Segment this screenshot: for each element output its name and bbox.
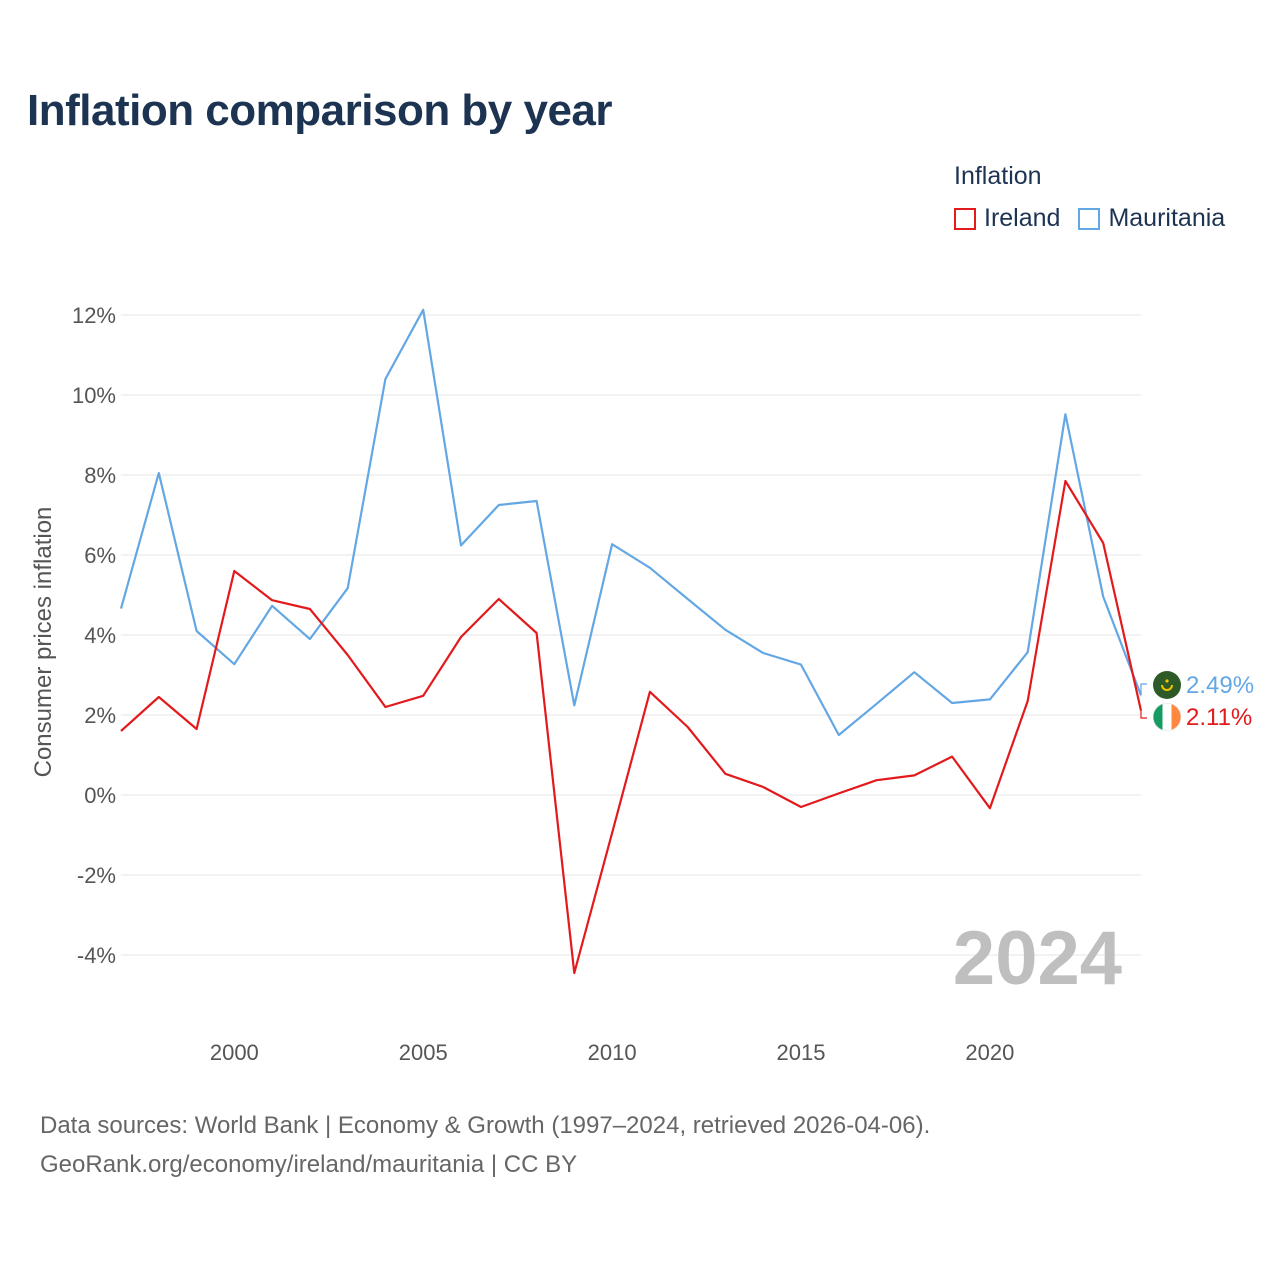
legend-swatch-mauritania [1078,207,1101,230]
series-line-mauritania [119,308,1143,737]
legend: Ireland Mauritania [954,204,1225,233]
y-axis-ticks: -4% -2% 0% 2% 4% 6% 8% 10% 12% [72,303,116,968]
legend-label-ireland: Ireland [984,204,1061,232]
legend-label-mauritania: Mauritania [1108,204,1226,232]
y-axis-label: Consumer prices inflation [30,507,57,778]
chart-title: Inflation comparison by year [27,86,613,135]
source-line-2: GeoRank.org/economy/ireland/mauritania |… [40,1151,578,1178]
mauritania-flag-icon [1153,671,1181,699]
x-tick-label: 2020 [965,1040,1014,1065]
y-tick-label: 6% [84,543,116,568]
x-axis-ticks: 2000 2005 2010 2015 2020 [210,1040,1015,1065]
series-lines [119,308,1143,975]
legend-item-mauritania[interactable]: Mauritania [1078,204,1225,233]
x-tick-label: 2000 [210,1040,259,1065]
y-tick-label: 2% [84,703,116,728]
connector-ireland [1140,710,1147,719]
year-watermark: 2024 [953,916,1122,1001]
y-tick-label: -4% [77,943,116,968]
x-tick-label: 2015 [777,1040,826,1065]
end-label-mauritania: 2.49% [1186,672,1254,699]
source-line-1: Data sources: World Bank | Economy & Gro… [40,1112,931,1139]
y-tick-label: -2% [77,863,116,888]
y-tick-label: 0% [84,783,116,808]
y-tick-label: 8% [84,463,116,488]
end-label-ireland: 2.11% [1186,704,1252,731]
ireland-flag-icon [1153,703,1181,731]
connector-mauritania [1140,683,1147,696]
x-tick-label: 2005 [399,1040,448,1065]
gridlines [121,314,1141,956]
x-tick-label: 2010 [588,1040,637,1065]
end-labels: 2.11% 2.49% [1140,671,1254,731]
y-tick-label: 4% [84,623,116,648]
legend-title: Inflation [954,162,1042,190]
series-line-ireland [120,479,1143,975]
data-source-note: Data sources: World Bank | Economy & Gro… [40,1106,930,1184]
legend-item-ireland[interactable]: Ireland [954,204,1060,233]
legend-swatch-ireland [954,207,976,230]
y-tick-label: 10% [72,383,116,408]
y-tick-label: 12% [72,303,116,328]
